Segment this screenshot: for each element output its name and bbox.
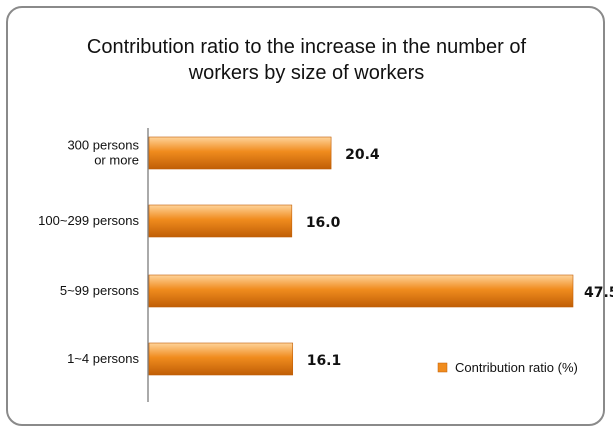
bar-1: [148, 204, 293, 238]
value-label-0: 20.4: [345, 147, 380, 163]
legend: Contribution ratio (%): [437, 360, 578, 375]
value-label-3: 16.1: [307, 353, 342, 369]
category-label-1: 100~299 persons: [38, 213, 139, 228]
value-label-2: 47.5: [584, 285, 613, 301]
category-labels: 300 persons or more 100~299 persons 5~99 pe…: [38, 138, 139, 367]
legend-label: Contribution ratio (%): [455, 360, 578, 375]
legend-swatch: [437, 362, 448, 373]
category-label-3: 1~4 persons: [67, 351, 139, 366]
value-labels: 20.4 16.0 47.5 16.1: [306, 147, 613, 369]
bar-2: [148, 274, 574, 308]
category-label-2: 5~99 persons: [60, 283, 140, 298]
bar-0: [148, 136, 332, 170]
category-label-0: 300 persons or more: [67, 138, 139, 168]
bar-3: [148, 342, 294, 376]
chart-title: Contribution ratio to the increase in th…: [86, 36, 527, 84]
value-label-1: 16.0: [306, 215, 341, 231]
bars: [148, 136, 574, 376]
chart-frame: [6, 6, 605, 426]
